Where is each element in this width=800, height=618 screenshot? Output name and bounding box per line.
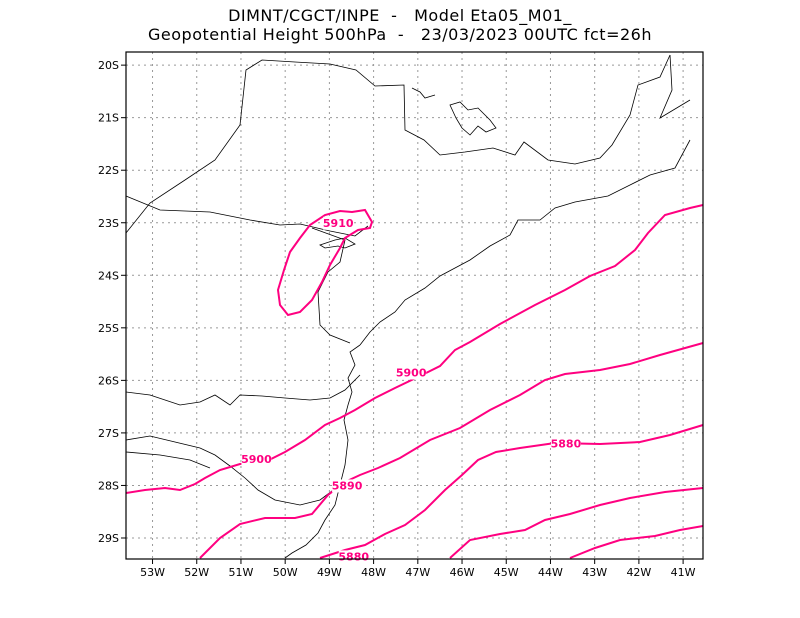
y-tick-label: 29S: [98, 532, 119, 545]
x-tick-label: 47W: [405, 566, 430, 579]
coastline-sp: [319, 237, 356, 249]
contour-label: 5880: [551, 437, 582, 450]
y-tick-label: 23S: [98, 217, 119, 230]
x-tick-label: 52W: [184, 566, 209, 579]
x-tick-label: 43W: [582, 566, 607, 579]
reservoir-outline: [449, 101, 497, 136]
x-tick-label: 48W: [361, 566, 386, 579]
map-frame: [125, 51, 704, 560]
contour-label: 5900: [241, 453, 272, 466]
contour-5860-line: [569, 525, 704, 559]
boundary-international: [125, 451, 211, 469]
contour-label-bg: [323, 216, 354, 230]
contour-label-bg: [332, 479, 363, 493]
boundary-mg-es: [659, 54, 691, 119]
x-tick-label: 46W: [450, 566, 475, 579]
x-tick-label: 44W: [538, 566, 563, 579]
contour-5910-closed: [276, 208, 374, 317]
y-tick-label: 21S: [98, 112, 119, 125]
x-tick-label: 41W: [671, 566, 696, 579]
x-tick-label: 51W: [229, 566, 254, 579]
latitude-ticks: 20S 21S 22S 23S 24S 25S 26S 27S 28S 29S: [98, 59, 126, 545]
map-title-line-1: DIMNT/CGCT/INPE - Model Eta05_M01_: [228, 6, 572, 25]
contour-label: 5880: [338, 550, 369, 563]
x-tick-label: 49W: [317, 566, 342, 579]
reservoir-outline-2: [411, 87, 436, 99]
contour-label-bg: [241, 453, 272, 467]
contour-5870-line: [449, 487, 704, 559]
grid-lines: [126, 52, 703, 559]
contour-label: 5890: [332, 479, 363, 492]
boundary-sc-rs: [125, 435, 341, 506]
y-tick-label: 20S: [98, 59, 119, 72]
x-tick-label: 53W: [140, 566, 165, 579]
contour-5880-line: [319, 424, 704, 559]
boundary-mg-sp: [125, 54, 671, 234]
y-tick-label: 24S: [98, 269, 119, 282]
boundary-ms-pr: [125, 195, 369, 237]
y-tick-label: 25S: [98, 322, 119, 335]
contour-lines: [125, 204, 704, 559]
boundary-sp-pr: [311, 227, 351, 344]
contour-labels: 5910 5900 5900 5890 5880 5880: [241, 216, 582, 564]
contour-label-bg: [338, 550, 369, 564]
contour-label-bg: [550, 437, 581, 451]
contour-label-bg: [396, 366, 427, 380]
x-tick-label: 45W: [494, 566, 519, 579]
contour-5890-line: [199, 342, 704, 559]
state-boundaries: [125, 54, 691, 559]
coastline-rj: [359, 139, 691, 346]
y-tick-label: 28S: [98, 479, 119, 492]
x-tick-label: 50W: [273, 566, 298, 579]
contour-label: 5900: [396, 366, 427, 379]
longitude-ticks: 53W 52W 51W 50W 49W 48W 47W 46W 45W 44W 43W 42W 41W: [140, 559, 696, 579]
contour-label: 5910: [323, 217, 354, 230]
coastline-sc: [284, 344, 361, 559]
contour-5900-line: [125, 204, 704, 494]
y-tick-label: 27S: [98, 427, 119, 440]
map-title-line-2: Geopotential Height 500hPa - 23/03/2023 …: [148, 25, 652, 44]
y-tick-label: 26S: [98, 374, 119, 387]
y-tick-label: 22S: [98, 164, 119, 177]
boundary-pr-sc: [125, 374, 361, 406]
x-tick-label: 42W: [626, 566, 651, 579]
